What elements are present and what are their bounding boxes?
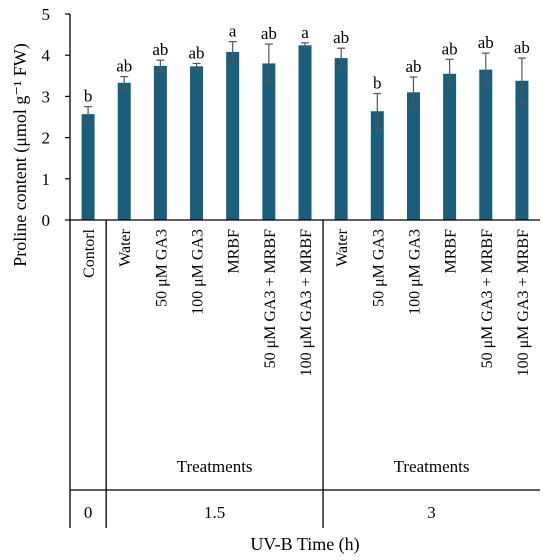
significance-letter: ab [442,39,458,58]
bar [515,80,529,220]
error-bar [228,41,237,63]
group-labels: 0 Treatments 1.5 Treatments 3 [84,457,470,522]
category-label: MRBF [443,229,460,274]
error-bars [84,41,526,130]
significance-letter: a [301,23,309,42]
category-label: 100 μM GA3 [406,229,423,315]
significance-letter: ab [405,57,421,76]
bar [117,82,131,220]
treatments-label: Treatments [394,457,470,476]
bar [334,58,348,220]
category-label: 100 μM GA3 + MRBF [298,229,315,377]
bar [298,45,312,221]
significance-letter: ab [116,57,132,76]
significance-labels: b ab ab ab a ab a ab b ab ab ab ab [84,22,530,106]
category-label: Water [117,228,134,266]
category-label: 50 μM GA3 [370,229,387,307]
bar [190,66,204,220]
y-axis-title: Proline content (μmol g⁻¹ FW) [10,43,31,267]
significance-letter: b [84,87,93,106]
time-label: 1.5 [204,503,225,522]
bar [262,63,276,220]
bar [226,51,240,221]
y-axis-ticks: 0 1 2 3 4 5 [42,5,70,230]
error-bar [409,76,418,109]
significance-letter: ab [478,33,494,52]
bar [370,111,384,220]
x-axis-title: UV-B Time (h) [250,534,359,555]
significance-letter: ab [189,43,205,62]
y-tick-label: 4 [42,46,51,65]
time-label: 0 [84,503,93,522]
error-bar [84,106,93,123]
y-tick-label: 0 [42,211,51,230]
significance-letter: a [229,22,237,41]
significance-letter: b [373,74,382,93]
category-label: MRBF [226,229,243,274]
error-bar [156,59,165,73]
bar [479,69,493,221]
bar [153,65,167,220]
error-bar [337,47,346,69]
significance-letter: ab [261,24,277,43]
error-bar [373,92,382,130]
y-tick-label: 2 [42,129,51,148]
category-label: 50 μM GA3 [153,229,170,307]
category-label: Contorl [81,228,98,277]
bar [81,114,95,220]
significance-letter: ab [152,40,168,59]
significance-letter: ab [333,28,349,47]
error-bar [517,57,526,105]
error-bar [301,42,309,49]
error-bar [264,43,273,84]
category-label: 50 μM GA3 + MRBF [479,229,496,369]
significance-letter: ab [514,38,530,57]
y-tick-label: 3 [42,87,51,106]
group-dividers [69,220,540,528]
error-bar [120,76,129,90]
error-bar [481,52,490,87]
y-tick-label: 1 [42,170,51,189]
category-label: 50 μM GA3 + MRBF [262,229,279,369]
category-label: Water [334,228,351,266]
bar [443,73,457,221]
y-tick-label: 5 [42,5,51,24]
category-label: 100 μM GA3 + MRBF [515,229,532,377]
bar [406,92,420,220]
category-label: 100 μM GA3 [190,229,207,315]
bars [81,45,529,221]
error-bar [192,62,201,70]
treatments-label: Treatments [177,457,253,476]
category-labels: Contorl Water 50 μM GA3 100 μM GA3 MRBF 50 μM… [81,228,532,376]
time-label: 3 [427,503,436,522]
error-bar [445,58,454,89]
